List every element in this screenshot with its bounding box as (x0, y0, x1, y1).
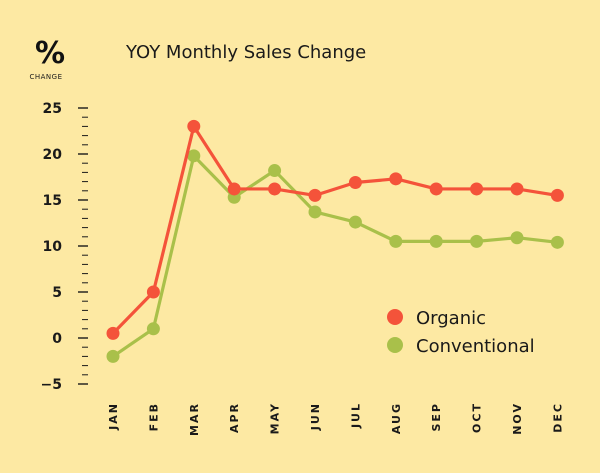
point-conventional-sep (429, 234, 443, 248)
x-tick-label-jul: JUL (349, 402, 362, 429)
unit-label: CHANGE (29, 73, 62, 81)
unit-symbol: % (35, 36, 65, 71)
point-organic-jun (308, 188, 322, 202)
series-line-conventional (111, 154, 560, 358)
point-organic-jul (348, 176, 362, 190)
point-organic-nov (510, 182, 524, 196)
legend-label-organic: Organic (416, 308, 486, 329)
point-organic-feb (146, 285, 160, 299)
x-tick-label-mar: MAR (188, 402, 201, 436)
y-tick-label: −5 (41, 377, 62, 393)
legend-swatch-conventional (387, 337, 403, 353)
x-tick-label-dec: DEC (551, 402, 564, 433)
series-line-organic (111, 124, 560, 335)
point-organic-dec (550, 188, 564, 202)
legend-item-organic: Organic (387, 308, 486, 329)
y-tick-label: 15 (43, 193, 62, 209)
legend: Organic Conventional (387, 308, 535, 357)
x-tick-label-sep: SEP (430, 402, 443, 432)
legend-swatch-organic (387, 309, 403, 325)
x-tick-label-may: MAY (269, 402, 282, 434)
series-conventional (106, 149, 564, 363)
x-tick-label-jan: JAN (107, 402, 120, 431)
point-conventional-jan (106, 349, 120, 363)
chart-title: YOY Monthly Sales Change (125, 42, 366, 63)
point-conventional-jun (308, 205, 322, 219)
y-axis: −5 0 5 10 15 20 25 (41, 101, 88, 393)
legend-label-conventional: Conventional (416, 336, 535, 357)
x-axis: JAN FEB MAR APR MAY JUN JUL AUG SEP OCT NOV DEC (107, 402, 564, 436)
x-tick-label-aug: AUG (390, 402, 403, 434)
point-organic-sep (429, 182, 443, 196)
point-organic-mar (187, 119, 201, 133)
x-tick-label-nov: NOV (511, 402, 524, 435)
y-tick-label: 10 (43, 239, 63, 255)
point-conventional-may (268, 164, 282, 178)
point-conventional-oct (470, 234, 484, 248)
point-conventional-aug (389, 234, 403, 248)
point-conventional-feb (146, 322, 160, 336)
x-tick-label-feb: FEB (147, 402, 160, 431)
legend-item-conventional: Conventional (387, 336, 535, 357)
point-conventional-jul (348, 215, 362, 229)
point-organic-aug (389, 172, 403, 186)
series-layer (106, 119, 564, 363)
x-tick-label-oct: OCT (471, 402, 484, 433)
y-tick-label: 0 (52, 331, 62, 347)
point-organic-may (268, 182, 282, 196)
x-tick-label-jun: JUN (309, 402, 322, 431)
series-organic (106, 119, 564, 340)
y-tick-label: 25 (43, 101, 62, 117)
y-tick-label: 20 (43, 147, 63, 163)
point-organic-oct (470, 182, 484, 196)
point-organic-jan (106, 326, 120, 340)
x-tick-label-apr: APR (228, 402, 241, 433)
point-conventional-mar (187, 149, 201, 163)
point-organic-apr (227, 182, 241, 196)
y-tick-label: 5 (52, 285, 62, 301)
point-conventional-nov (510, 231, 524, 245)
point-conventional-dec (550, 235, 564, 249)
